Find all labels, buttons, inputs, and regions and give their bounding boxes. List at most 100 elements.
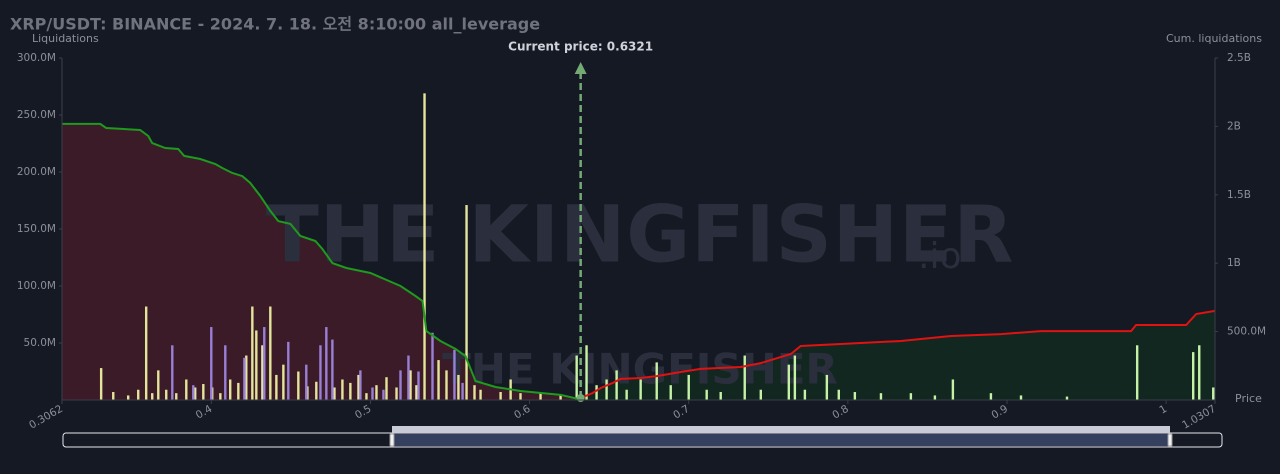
bar xyxy=(229,379,232,400)
bar xyxy=(315,381,318,400)
bar xyxy=(287,341,290,400)
bar xyxy=(371,387,374,400)
bar xyxy=(879,393,883,400)
bar xyxy=(245,355,248,400)
bar xyxy=(165,389,168,400)
bar xyxy=(499,392,502,400)
x-tick-label: 1 xyxy=(1157,403,1169,417)
y-tick-label: 200.0M xyxy=(17,166,56,178)
y-tick-label: 150.0M xyxy=(17,223,56,235)
cumulative-line xyxy=(578,309,1216,400)
bar xyxy=(575,355,578,400)
bar xyxy=(605,379,608,400)
bar xyxy=(539,393,542,400)
bar xyxy=(194,387,197,400)
bar xyxy=(461,382,464,400)
y2-axis-label: Cum. liquidations xyxy=(1166,32,1262,45)
bar xyxy=(803,389,807,400)
bar xyxy=(365,393,368,400)
bar xyxy=(243,357,246,400)
scrollbar-range[interactable] xyxy=(392,434,1170,446)
bar xyxy=(951,379,955,400)
bar xyxy=(112,392,115,400)
bar xyxy=(687,374,690,400)
y2-tick-label: 2.5B xyxy=(1227,52,1251,64)
y-axis-label: Liquidations xyxy=(32,32,99,45)
y2-tick-label: 500.0M xyxy=(1227,326,1266,338)
bar xyxy=(837,389,840,400)
bar xyxy=(385,377,388,400)
bar xyxy=(1065,396,1069,400)
bar xyxy=(251,306,254,400)
current-price-arrow xyxy=(574,62,587,74)
bar xyxy=(269,306,272,400)
current-price-dot xyxy=(576,394,585,402)
bar xyxy=(445,370,448,400)
bar xyxy=(615,370,618,400)
bar xyxy=(282,364,285,400)
bar xyxy=(185,379,188,400)
current-price-label: Current price: 0.6321 xyxy=(508,40,653,54)
areas xyxy=(62,123,1215,401)
bar xyxy=(341,379,344,400)
y2-tick-label: 1.5B xyxy=(1227,189,1251,201)
bar xyxy=(202,384,205,400)
bar xyxy=(437,360,440,400)
bar xyxy=(325,327,328,400)
bar xyxy=(331,339,334,400)
bar xyxy=(759,389,763,400)
bar xyxy=(399,370,402,400)
bar xyxy=(431,332,434,400)
bar xyxy=(453,349,456,400)
y2-tick-label: 1B xyxy=(1227,257,1241,269)
area xyxy=(578,310,1215,400)
bar xyxy=(297,371,300,400)
bar xyxy=(382,389,385,400)
bar xyxy=(1135,345,1139,400)
bar xyxy=(192,385,195,400)
bar xyxy=(853,392,857,400)
bar xyxy=(625,389,628,400)
bar xyxy=(263,327,266,400)
plot xyxy=(62,62,1216,402)
watermark: THE KINGFISHER xyxy=(266,190,1015,280)
bar xyxy=(933,395,937,400)
bar xyxy=(359,370,362,400)
bar xyxy=(423,93,426,400)
x-axis-label: Price xyxy=(1235,392,1262,405)
bar xyxy=(357,374,360,400)
bar xyxy=(99,368,103,400)
bar xyxy=(793,355,797,400)
scrollbar-top[interactable] xyxy=(392,426,1170,433)
bar xyxy=(825,374,829,400)
bar xyxy=(669,385,672,400)
bar xyxy=(255,330,258,400)
bar xyxy=(175,393,178,400)
area xyxy=(62,123,579,401)
bar xyxy=(743,355,746,400)
chart-title: XRP/USDT: BINANCE - 2024. 7. 18. 오전 8:10… xyxy=(10,15,540,34)
bar xyxy=(1019,395,1023,400)
bar xyxy=(465,205,468,400)
cumulative-line xyxy=(62,122,579,400)
bar xyxy=(137,389,140,400)
bar xyxy=(705,389,708,400)
scrollbar-handle-right[interactable] xyxy=(1167,433,1173,447)
bar xyxy=(127,395,130,400)
bar xyxy=(1191,352,1195,400)
bar xyxy=(559,395,562,400)
scrollbar-handle-left[interactable] xyxy=(389,433,395,447)
bar xyxy=(305,364,308,400)
bar xyxy=(219,393,222,400)
y-tick-label: 300.0M xyxy=(17,52,56,64)
y-tick-label: 250.0M xyxy=(17,109,56,121)
bar xyxy=(989,393,993,400)
bar xyxy=(261,345,264,400)
bar xyxy=(1212,387,1215,400)
bar xyxy=(457,374,460,400)
bar xyxy=(473,385,476,400)
bar xyxy=(157,370,160,400)
bar xyxy=(144,306,148,400)
bar xyxy=(519,393,522,400)
